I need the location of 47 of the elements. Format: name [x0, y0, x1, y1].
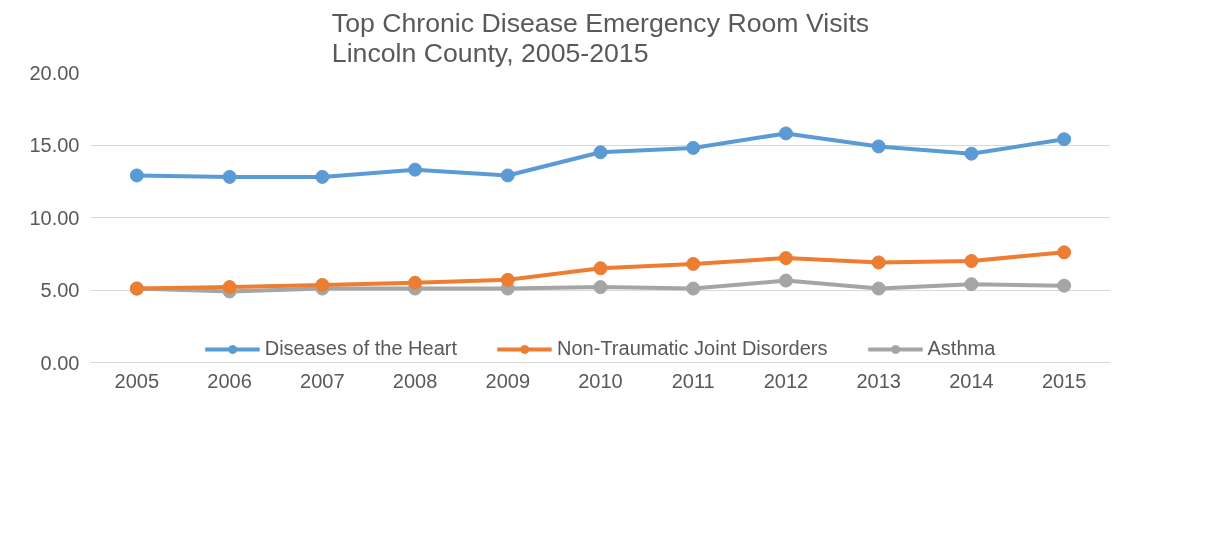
point [778, 251, 793, 266]
point [500, 272, 515, 287]
legend-label: Diseases of the Heart [264, 337, 458, 360]
point [222, 169, 237, 184]
point [686, 140, 701, 155]
y-tick-label: 10.00 [29, 206, 80, 229]
point [964, 254, 979, 268]
point [964, 146, 979, 161]
x-tick-label: 2010 [578, 369, 623, 392]
point [686, 256, 701, 271]
y-tick-label: 5.00 [40, 279, 80, 301]
point [871, 255, 886, 270]
point [1057, 132, 1072, 147]
x-tick-label: 2009 [485, 369, 531, 392]
x-tick-label: 2005 [114, 369, 160, 392]
x-tick-label: 2015 [1041, 369, 1087, 392]
x-tick-label: 2007 [300, 369, 345, 392]
point [593, 145, 608, 160]
point [593, 280, 608, 295]
y-tick-label: 15.00 [29, 134, 80, 156]
point [315, 169, 330, 184]
point [222, 280, 237, 295]
point [315, 277, 330, 292]
point [964, 277, 979, 292]
point [778, 126, 793, 141]
point [871, 139, 886, 154]
point [1057, 278, 1072, 293]
x-tick-label: 2006 [207, 369, 252, 392]
point [686, 281, 701, 296]
point [408, 162, 423, 177]
legend-label: Non-Traumatic Joint Disorders [557, 337, 828, 360]
x-tick-label: 2013 [856, 369, 901, 392]
legend-label: Asthma [927, 337, 996, 360]
x-tick-label: 2008 [392, 369, 438, 392]
y-tick-label: 20.00 [29, 61, 80, 84]
point [593, 261, 608, 276]
point [129, 168, 144, 183]
point [500, 168, 515, 183]
point [871, 281, 886, 296]
chart-title: Top Chronic Disease Emergency Room Visits Lincoln County, 2005-2015 [331, 7, 870, 68]
point [408, 275, 423, 290]
x-tick-label: 2012 [763, 369, 809, 392]
x-tick-label: 2014 [949, 369, 994, 392]
y-tick-label: 0.00 [40, 351, 80, 374]
point [1057, 245, 1072, 260]
point [778, 273, 793, 288]
x-tick-label: 2011 [671, 369, 715, 392]
